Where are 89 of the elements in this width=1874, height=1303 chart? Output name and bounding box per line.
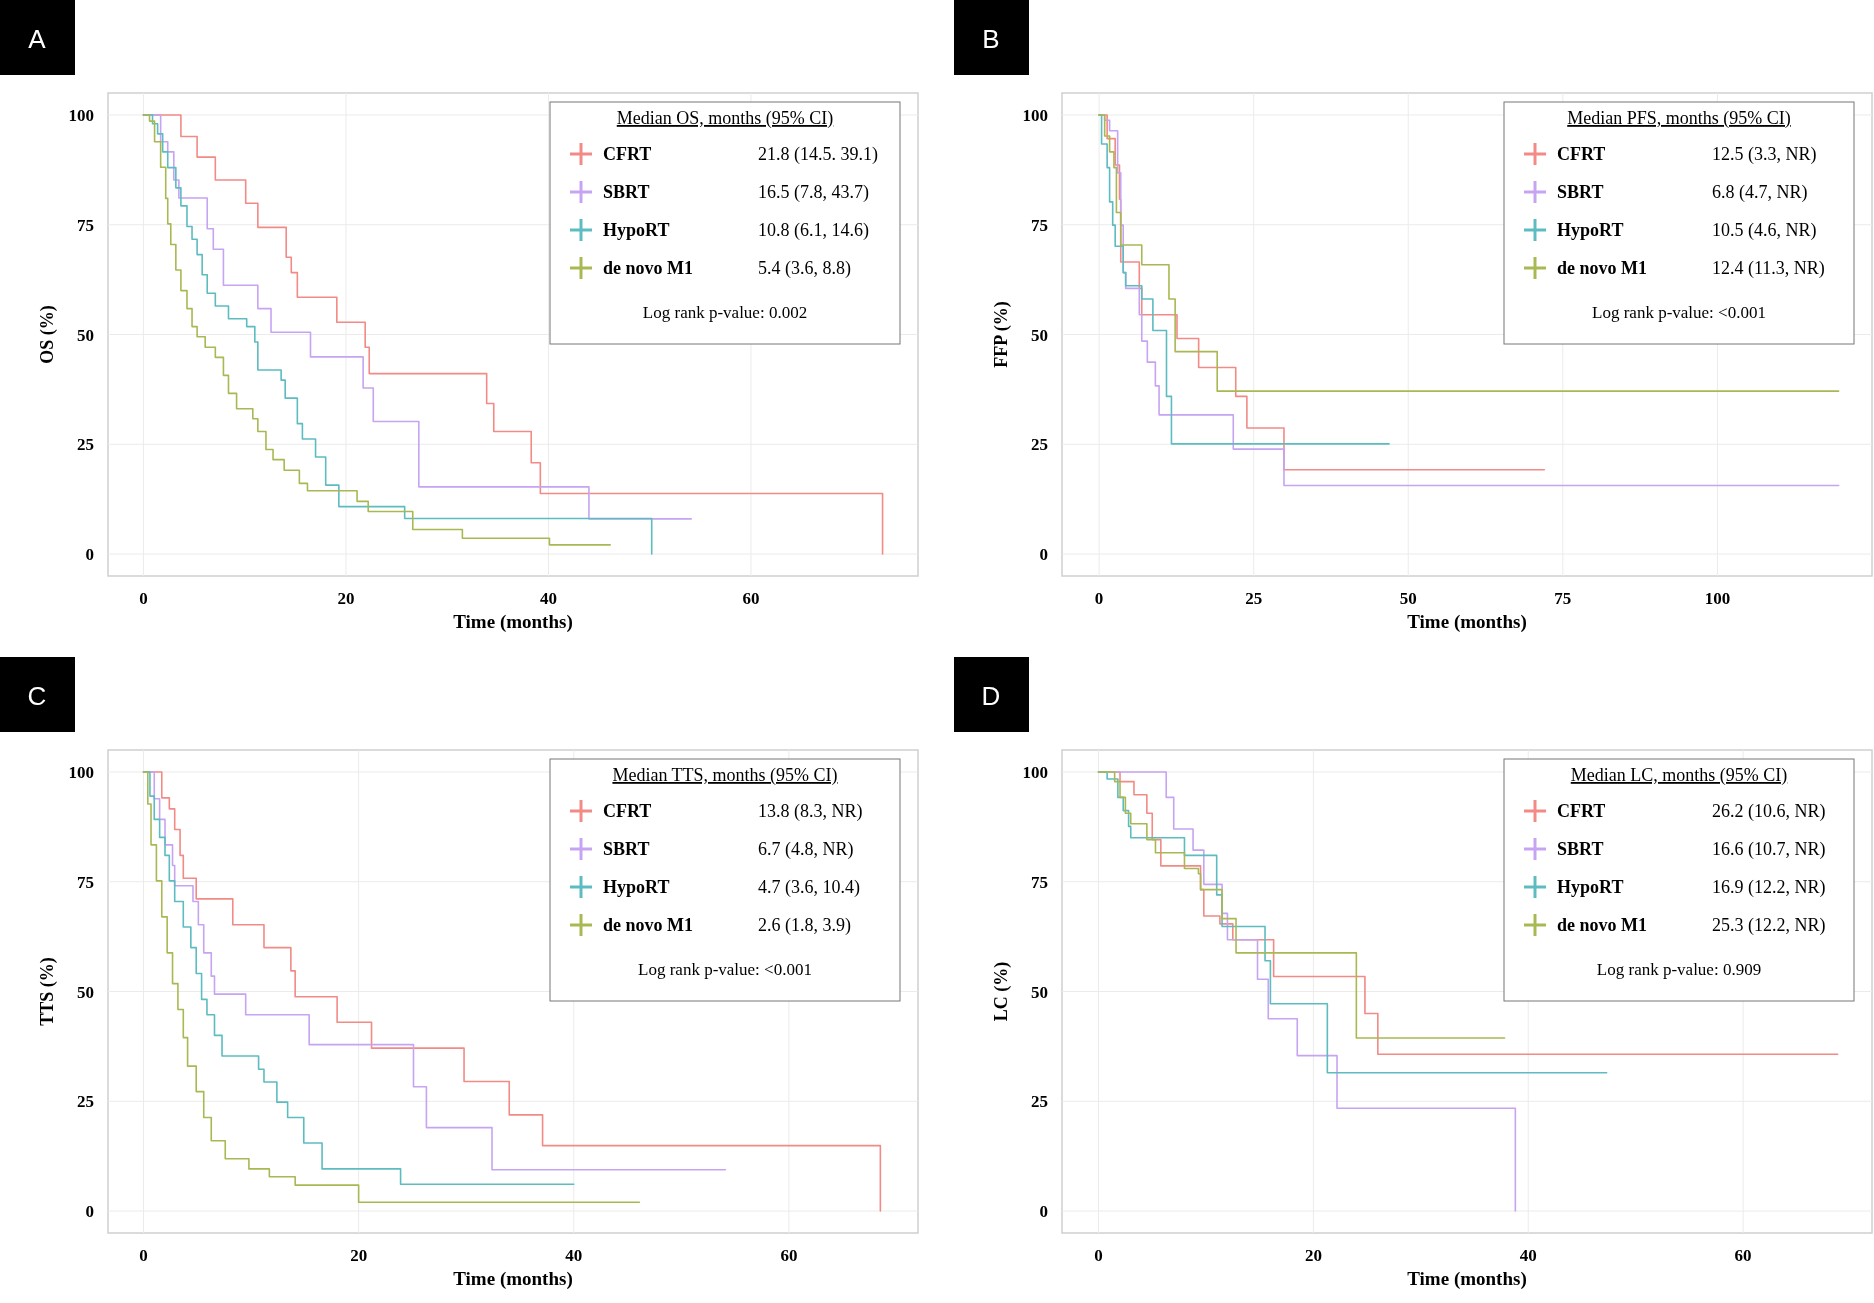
y-tick-label: 0	[85, 545, 94, 565]
legend-label: SBRT	[603, 839, 650, 859]
annotation: 16.9 (12.2, NR)	[1712, 877, 1826, 898]
legend-title: Median PFS, months (95% CI)	[1567, 108, 1791, 129]
y-tick-label: 75	[77, 872, 94, 892]
y-axis-title: TTS (%)	[37, 957, 58, 1026]
y-tick-label: 50	[1031, 325, 1048, 345]
y-tick-label: 25	[77, 435, 94, 455]
annotation: Log rank p-value: 0.909	[1596, 960, 1762, 979]
annotation: 16.5 (7.8, 43.7)	[758, 182, 869, 203]
y-tick-label: 25	[1031, 435, 1048, 455]
legend-label: SBRT	[1557, 182, 1604, 202]
x-tick-label: 100	[1704, 589, 1731, 608]
legend-label: SBRT	[603, 182, 650, 202]
chart-title: B	[982, 24, 1000, 54]
x-axis-title: Time (months)	[1407, 611, 1527, 633]
x-tick-label: 75	[1554, 589, 1572, 608]
annotation: 6.7 (4.8, NR)	[758, 839, 854, 860]
annotation: 26.2 (10.6, NR)	[1712, 801, 1826, 822]
x-tick-label: 50	[1399, 589, 1417, 608]
annotation: 12.5 (3.3, NR)	[1712, 144, 1817, 165]
x-tick-label: 0	[139, 1246, 148, 1265]
y-tick-label: 50	[77, 982, 94, 1002]
x-tick-label: 40	[565, 1246, 583, 1265]
annotation: Log rank p-value: <0.001	[638, 960, 812, 979]
y-axis-title: LC (%)	[991, 961, 1012, 1022]
legend-label: HypoRT	[1557, 877, 1624, 897]
legend-title: Median OS, months (95% CI)	[616, 108, 834, 129]
y-tick-label: 75	[77, 215, 94, 235]
annotation: 10.8 (6.1, 14.6)	[758, 220, 869, 241]
y-tick-label: 0	[1039, 1202, 1048, 1222]
y-tick-label: 0	[85, 1202, 94, 1222]
chart-title: C	[27, 681, 47, 711]
y-tick-label: 50	[77, 325, 94, 345]
annotation: 16.6 (10.7, NR)	[1712, 839, 1826, 860]
legend-label: de novo M1	[603, 915, 693, 935]
legend-label: CFRT	[1557, 144, 1606, 164]
y-tick-label: 25	[77, 1092, 94, 1112]
x-tick-label: 0	[1094, 589, 1104, 608]
x-tick-label: 25	[1245, 589, 1263, 608]
legend-label: CFRT	[1557, 801, 1606, 821]
y-axis-title: FFP (%)	[991, 301, 1012, 368]
x-axis-title: Time (months)	[1407, 1268, 1527, 1290]
annotation: Log rank p-value: 0.002	[642, 303, 808, 322]
annotation: Log rank p-value: <0.001	[1592, 303, 1766, 322]
x-tick-label: 20	[350, 1246, 368, 1265]
y-tick-label: 50	[1031, 982, 1048, 1002]
y-axis-title: OS (%)	[37, 305, 58, 364]
chart-title: D	[981, 681, 1001, 711]
legend-label: de novo M1	[1557, 258, 1647, 278]
annotation: 21.8 (14.5. 39.1)	[758, 144, 878, 165]
legend-title: Median TTS, months (95% CI)	[612, 765, 838, 786]
legend-title: Median LC, months (95% CI)	[1570, 765, 1788, 786]
y-tick-label: 25	[1031, 1092, 1048, 1112]
x-axis-title: Time (months)	[453, 1268, 573, 1290]
legend-label: CFRT	[603, 144, 652, 164]
legend-label: de novo M1	[603, 258, 693, 278]
chart-title: A	[28, 24, 47, 54]
annotation: 6.8 (4.7, NR)	[1712, 182, 1808, 203]
annotation: 12.4 (11.3, NR)	[1712, 258, 1825, 279]
legend-label: CFRT	[603, 801, 652, 821]
y-tick-label: 100	[68, 105, 94, 125]
legend-label: SBRT	[1557, 839, 1604, 859]
x-tick-label: 60	[742, 589, 760, 608]
y-tick-label: 0	[1039, 545, 1048, 565]
x-tick-label: 20	[337, 589, 355, 608]
annotation: 5.4 (3.6, 8.8)	[758, 258, 851, 279]
legend-label: HypoRT	[603, 877, 670, 897]
x-tick-label: 20	[1304, 1246, 1322, 1265]
y-tick-label: 100	[1022, 762, 1048, 782]
x-tick-label: 60	[1734, 1246, 1752, 1265]
x-axis-title: Time (months)	[453, 611, 573, 633]
annotation: 10.5 (4.6, NR)	[1712, 220, 1817, 241]
legend-label: HypoRT	[603, 220, 670, 240]
y-tick-label: 75	[1031, 215, 1048, 235]
legend-label: HypoRT	[1557, 220, 1624, 240]
x-tick-label: 40	[1519, 1246, 1537, 1265]
x-tick-label: 60	[780, 1246, 798, 1265]
y-tick-label: 100	[68, 762, 94, 782]
x-tick-label: 0	[1094, 1246, 1103, 1265]
annotation: 25.3 (12.2, NR)	[1712, 915, 1826, 936]
x-tick-label: 0	[139, 589, 148, 608]
y-tick-label: 75	[1031, 872, 1048, 892]
annotation: 2.6 (1.8, 3.9)	[758, 915, 851, 936]
annotation: 13.8 (8.3, NR)	[758, 801, 863, 822]
y-tick-label: 100	[1022, 105, 1048, 125]
legend-label: de novo M1	[1557, 915, 1647, 935]
annotation: 4.7 (3.6, 10.4)	[758, 877, 860, 898]
x-tick-label: 40	[539, 589, 557, 608]
